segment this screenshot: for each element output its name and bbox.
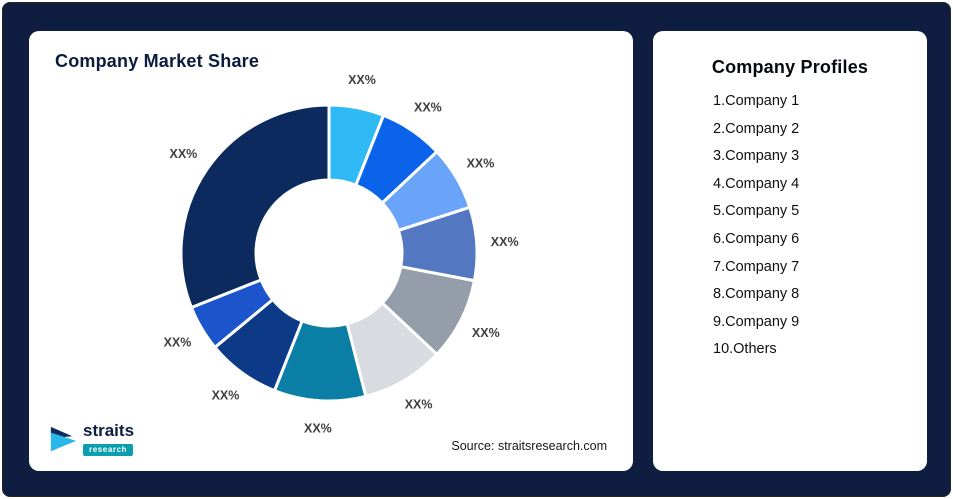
company-list-item: 9.Company 9 [713, 313, 800, 330]
donut-slice [179, 103, 331, 309]
slice-label: XX% [348, 73, 376, 87]
source-text: Source: straitsresearch.com [451, 439, 607, 453]
slice-label: XX% [467, 156, 495, 170]
straits-logo: straits research [49, 422, 134, 457]
profiles-panel: Company Profiles 1.Company 1 2.Company 2 3… [653, 31, 927, 471]
logo-text: straits research [83, 422, 134, 457]
slice-label: XX% [414, 100, 442, 114]
company-list-item: 6.Company 6 [713, 230, 800, 247]
straits-logo-icon [50, 426, 77, 451]
company-list-item: 4.Company 4 [713, 175, 800, 192]
slice-label: XX% [212, 388, 240, 402]
chart-panel: XX% XX% XX% XX% XX% XX% XX% XX% XX% XX% Company M… [29, 31, 633, 471]
logo-secondary-text: research [83, 443, 134, 456]
chart-title: Company Market Share [55, 51, 260, 71]
slice-label: XX% [491, 235, 519, 249]
slice-label: XX% [304, 422, 332, 436]
slice-label: XX% [164, 336, 192, 350]
company-list-item: 10.Others [713, 341, 777, 358]
company-list-item: 1.Company 1 [713, 93, 800, 109]
company-list-item: 2.Company 2 [713, 120, 800, 137]
company-list-item: 3.Company 3 [713, 148, 800, 165]
donut-chart: XX% XX% XX% XX% XX% XX% XX% XX% XX% XX% [164, 73, 519, 436]
slice-label: XX% [472, 326, 500, 340]
company-list-item: 8.Company 8 [713, 286, 800, 303]
slice-label: XX% [170, 147, 198, 161]
company-list-item: 5.Company 5 [713, 203, 800, 220]
company-list: 1.Company 1 2.Company 2 3.Company 3 4.Compa… [713, 88, 927, 364]
logo-primary-text: straits [83, 421, 135, 440]
profiles-title: Company Profiles [711, 57, 869, 77]
slice-label: XX% [405, 398, 433, 412]
company-list-item: 7.Company 7 [713, 258, 800, 275]
